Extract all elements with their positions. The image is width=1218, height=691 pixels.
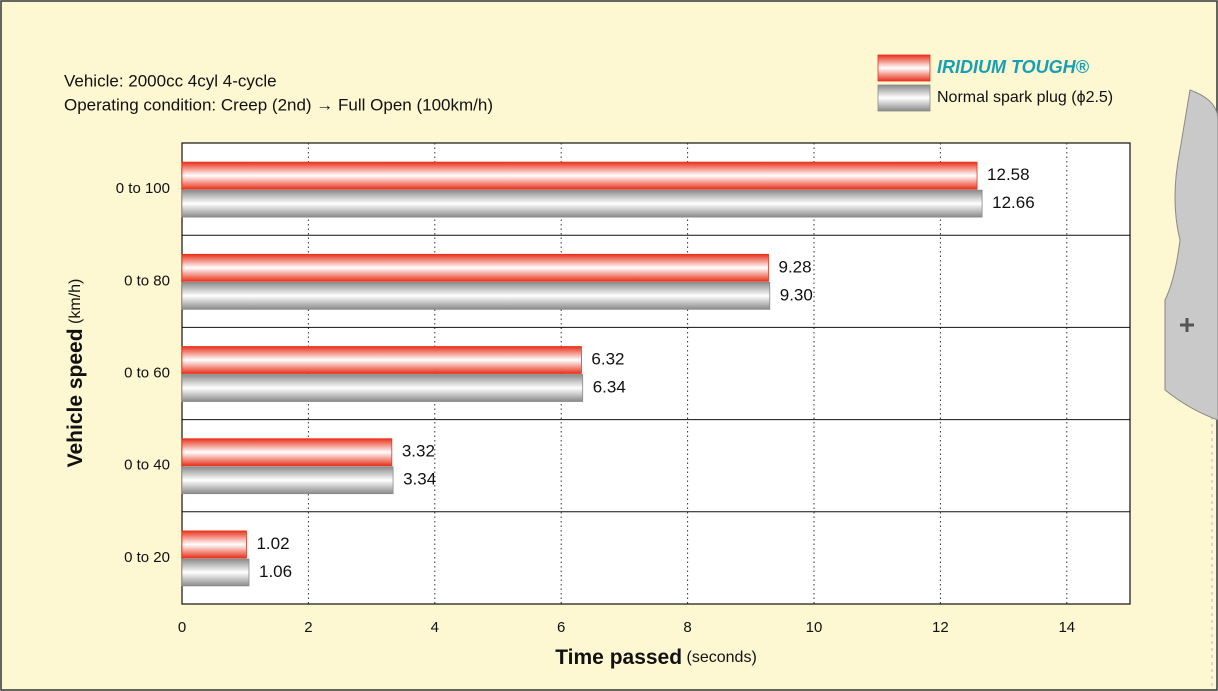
value-label: 12.58 [987,165,1030,184]
x-tick-label: 14 [1058,619,1075,636]
x-tick-label: 6 [557,619,565,636]
x-tick-label: 12 [932,619,949,636]
legend-label: IRIDIUM TOUGH® [937,57,1090,77]
value-label: 9.30 [780,285,813,304]
value-label: 1.02 [256,534,289,553]
subtitle: Operating condition: Creep (2nd) → Full … [64,95,493,114]
bar [181,438,393,467]
spark-plug-image [1164,89,1218,421]
x-axis-unit: (seconds) [687,649,757,666]
x-tick-label: 10 [806,619,823,636]
spark-plug-mark [1180,318,1194,332]
subtitle: Vehicle: 2000cc 4cyl 4-cycle [64,71,277,90]
y-tick-label: 0 to 40 [124,457,170,474]
y-axis-title-text: Vehicle speed [64,328,87,467]
y-tick-label: 0 to 20 [124,549,170,566]
y-tick-label: 0 to 60 [124,364,170,381]
bar [181,466,394,495]
x-tick-label: 0 [178,619,186,636]
y-tick-label: 0 to 80 [124,272,170,289]
bar [181,281,771,310]
value-label: 3.32 [402,442,435,461]
legend-swatch [877,54,931,82]
legend-swatch [877,84,931,112]
x-axis-title: Time passed (seconds) [555,646,757,669]
value-label: 6.34 [593,377,626,396]
x-tick-label: 8 [683,619,691,636]
value-label: 6.32 [591,349,624,368]
x-tick-label: 2 [304,619,312,636]
value-label: 12.66 [992,193,1035,212]
value-label: 9.28 [778,257,811,276]
y-axis-title: Vehicle speed (km/h) [64,279,87,468]
legend-label: Normal spark plug (ϕ2.5) [937,89,1113,106]
bar [181,253,769,282]
y-tick-label: 0 to 100 [116,180,170,197]
bar [181,189,983,218]
bar [181,374,584,402]
bar [181,530,247,559]
bar [181,346,582,374]
x-axis-title-text: Time passed [555,646,682,669]
bar [181,161,978,190]
x-tick-label: 4 [431,619,439,636]
value-label: 3.34 [403,470,436,489]
value-label: 1.06 [259,562,292,581]
bar [181,558,250,587]
y-axis-unit: (km/h) [67,279,84,324]
